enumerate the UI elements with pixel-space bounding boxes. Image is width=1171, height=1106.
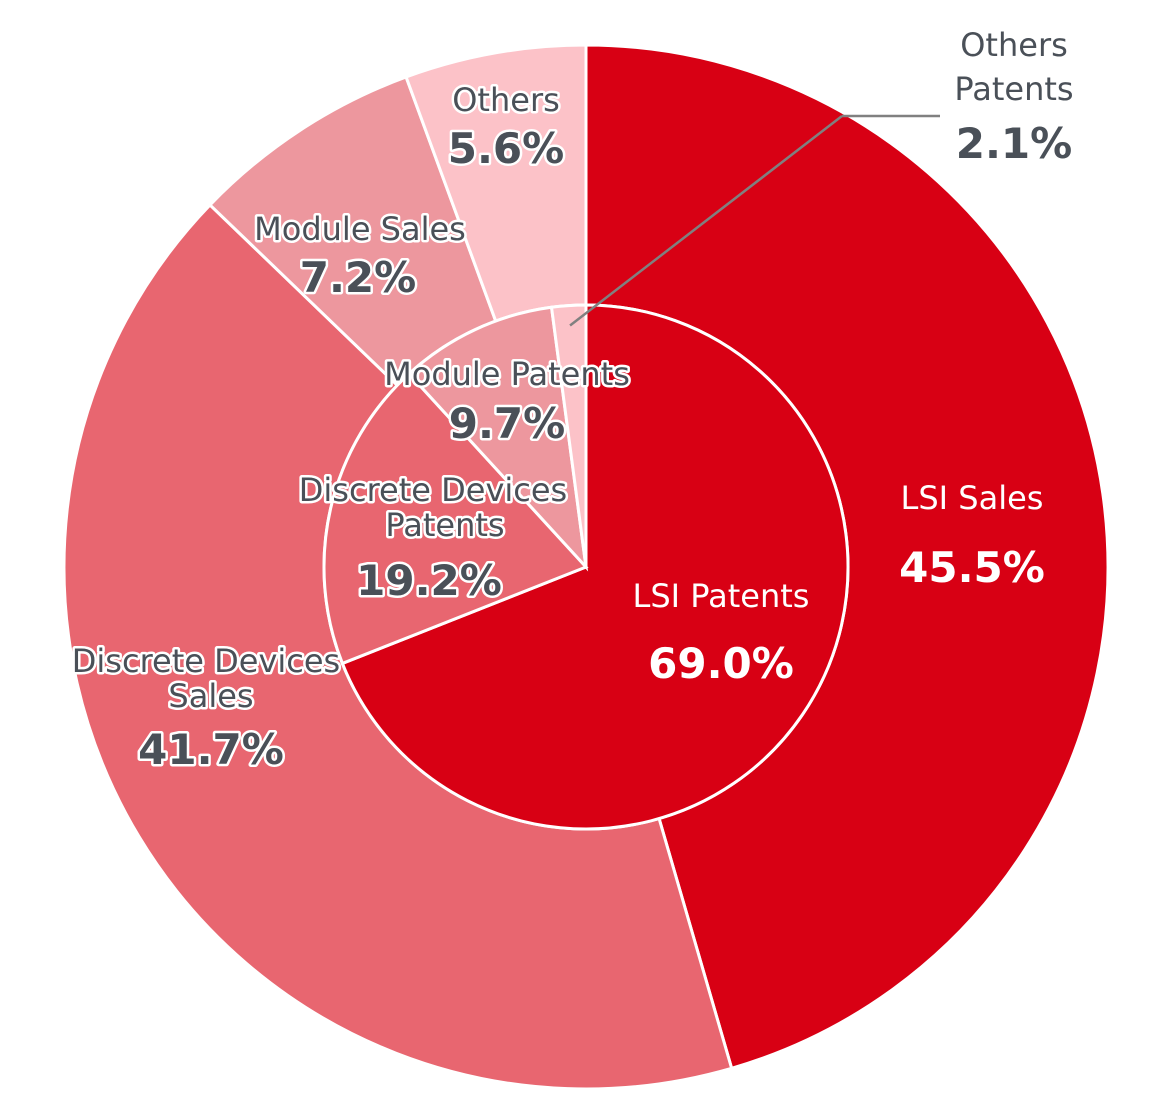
lsi-patents-value: 69.0% bbox=[648, 639, 794, 688]
lsi-patents-label: LSI Patents bbox=[633, 577, 810, 615]
others-patents-value: 2.1% bbox=[956, 119, 1072, 168]
module-sales-value: 7.2% bbox=[300, 253, 416, 302]
others-sales-value: 5.6% bbox=[448, 124, 564, 173]
module-patents-value: 9.7% bbox=[449, 399, 565, 448]
outer-ring bbox=[62, 43, 1110, 1091]
module-patents-label: Module Patents bbox=[384, 355, 630, 393]
others-patents-slice bbox=[549, 303, 588, 568]
lsi-sales-label: LSI Sales bbox=[901, 479, 1044, 517]
discrete-devices-patents-slice bbox=[322, 371, 589, 666]
discrete-devices-patents-value: 19.2% bbox=[356, 556, 502, 605]
others-patents-label-line1: Others bbox=[960, 26, 1068, 64]
module-sales-label: Module Sales bbox=[254, 210, 466, 248]
others-patents-label-line2: Patents bbox=[954, 70, 1073, 108]
lsi-sales-value: 45.5% bbox=[899, 543, 1045, 592]
inner-pie bbox=[322, 303, 850, 831]
discrete-devices-sales-value: 41.7% bbox=[138, 725, 284, 774]
discrete-devices-sales-label-line1: Discrete Devices bbox=[72, 642, 340, 680]
discrete-devices-patents-label-line2: Patents bbox=[385, 506, 504, 544]
lsi-patents-slice bbox=[340, 303, 850, 831]
others-sales-label: Others bbox=[452, 81, 560, 119]
others-patents-leader-line bbox=[569, 115, 843, 327]
discrete-devices-sales-label-line2: Sales bbox=[168, 677, 253, 715]
module-patents-slice bbox=[406, 305, 589, 572]
discrete-devices-patents-label-line1: Discrete Devices bbox=[299, 471, 567, 509]
